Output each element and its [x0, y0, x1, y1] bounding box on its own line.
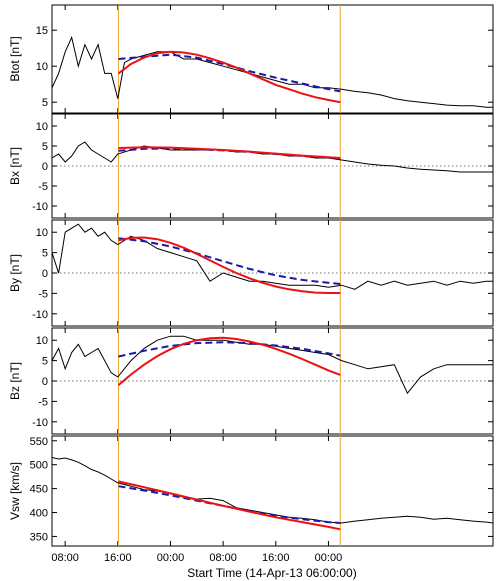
- y-tick-label: -10: [32, 201, 48, 213]
- y-axis-label: Vsw [km/s]: [8, 462, 22, 520]
- x-tick-label: 08:00: [209, 552, 237, 564]
- y-tick-label: 10: [36, 61, 48, 73]
- y-tick-label: 5: [42, 356, 48, 368]
- panel-0: 5 10 15 Btot [nT]: [8, 4, 494, 114]
- panel-frame: [51, 435, 494, 547]
- y-tick-label: 10: [36, 121, 48, 133]
- y-axis-label: By [nT]: [8, 254, 22, 292]
- y-tick-label: 450: [30, 484, 48, 496]
- observed-series: [52, 223, 493, 290]
- series-group: [52, 436, 493, 546]
- y-tick-label: 5: [42, 97, 48, 109]
- series-group: [52, 328, 493, 434]
- model-fit-series: [118, 236, 341, 294]
- x-axis-label: Start Time (14-Apr-13 06:00:00): [187, 566, 356, 580]
- y-tick-label: 10: [36, 227, 48, 239]
- model-fit-series: [117, 50, 341, 104]
- y-tick-label: 550: [30, 436, 48, 448]
- y-tick-label: -10: [32, 417, 48, 429]
- panel-2: -10 -5 0 5 10 By [nT]: [8, 219, 494, 327]
- alt-fit-series: [118, 341, 341, 358]
- panels-group: 5 10 15 Btot [nT] -10 -5 0 5 10 Bx [nT] -10 -5 0 5 10 B…: [8, 4, 494, 564]
- x-tick-label: 00:00: [315, 552, 343, 564]
- alt-fit-series: [118, 147, 341, 160]
- y-tick-label: 350: [30, 531, 48, 543]
- y-axis-label: Btot [nT]: [8, 36, 22, 81]
- x-tick-label: 16:00: [104, 552, 132, 564]
- x-tick-labels: 08:00 16:00 00:00 08:00 16:00 00:00: [51, 552, 342, 564]
- model-fit-series: [118, 146, 341, 159]
- series-group: [52, 220, 493, 326]
- y-tick-label: -10: [32, 309, 48, 321]
- y-tick-label: 0: [42, 376, 48, 388]
- y-tick-label: 15: [36, 25, 48, 37]
- y-tick-label: 5: [42, 248, 48, 260]
- alt-fit-series: [118, 53, 341, 93]
- panel-3: -10 -5 0 5 10 Bz [nT]: [8, 327, 494, 435]
- panel-4: 350 400 450 500 550 Vsw [km/s]: [8, 435, 494, 547]
- panel-1: -10 -5 0 5 10 Bx [nT]: [8, 113, 494, 219]
- alt-fit-series: [118, 485, 341, 524]
- y-tick-label: 0: [42, 268, 48, 280]
- y-tick-label: 400: [30, 508, 48, 520]
- y-axis-label: Bz [nT]: [8, 362, 22, 400]
- y-tick-label: 10: [36, 335, 48, 347]
- y-tick-label: 5: [42, 141, 48, 153]
- y-tick-label: 500: [30, 460, 48, 472]
- observed-series: [52, 35, 493, 108]
- model-fit-series: [117, 336, 341, 386]
- y-tick-label: -5: [38, 288, 48, 300]
- series-group: [52, 114, 493, 218]
- model-fit-series: [118, 480, 341, 531]
- y-axis-label: Bx [nT]: [8, 147, 22, 185]
- y-tick-label: -5: [38, 396, 48, 408]
- y-tick-label: -5: [38, 181, 48, 193]
- y-tick-label: 0: [42, 161, 48, 173]
- panel-frame: [51, 4, 494, 114]
- x-tick-label: 16:00: [262, 552, 290, 564]
- series-group: [52, 5, 493, 113]
- x-tick-label: 08:00: [51, 552, 79, 564]
- x-tick-label: 00:00: [157, 552, 185, 564]
- alt-fit-series: [118, 237, 341, 285]
